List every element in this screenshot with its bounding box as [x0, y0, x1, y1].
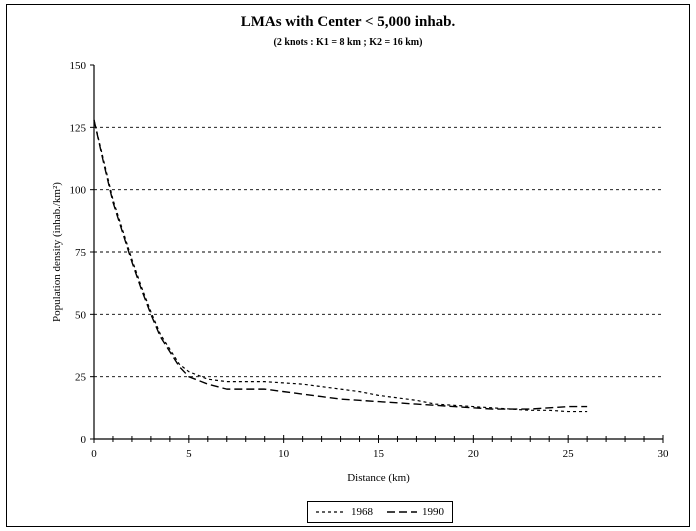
x-axis-label: Distance (km)	[347, 472, 410, 484]
legend-item-1990: 1990	[387, 506, 444, 518]
x-tick-label: 0	[91, 448, 97, 460]
y-tick-label: 75	[75, 247, 87, 259]
y-tick-label: 100	[70, 185, 87, 197]
y-tick-label: 0	[81, 434, 87, 446]
legend-item-1968: 1968	[316, 506, 373, 518]
series-line-1990	[93, 119, 588, 410]
y-tick-label: 150	[70, 60, 87, 72]
legend: 1968 1990	[307, 501, 453, 523]
legend-swatch-1990	[387, 511, 417, 513]
legend-swatch-1968	[316, 511, 346, 513]
x-tick-label: 10	[278, 448, 290, 460]
y-tick-label: 25	[75, 372, 87, 384]
chart-frame	[6, 4, 690, 527]
x-tick-label: 20	[468, 448, 480, 460]
legend-label-1968: 1968	[351, 506, 373, 518]
series-line-1968	[93, 119, 588, 413]
y-tick-label: 50	[75, 309, 87, 321]
x-tick-label: 25	[563, 448, 575, 460]
chart-subtitle: (2 knots : K1 = 8 km ; K2 = 16 km)	[273, 37, 423, 48]
chart-title: LMAs with Center < 5,000 inhab.	[240, 14, 456, 30]
x-tick-label: 30	[658, 448, 670, 460]
x-tick-label: 5	[186, 448, 192, 460]
x-tick-label: 15	[373, 448, 385, 460]
y-axis-label: Population density (inhab./km²)	[51, 182, 63, 322]
y-tick-label: 125	[70, 122, 87, 134]
legend-label-1990: 1990	[422, 506, 444, 518]
